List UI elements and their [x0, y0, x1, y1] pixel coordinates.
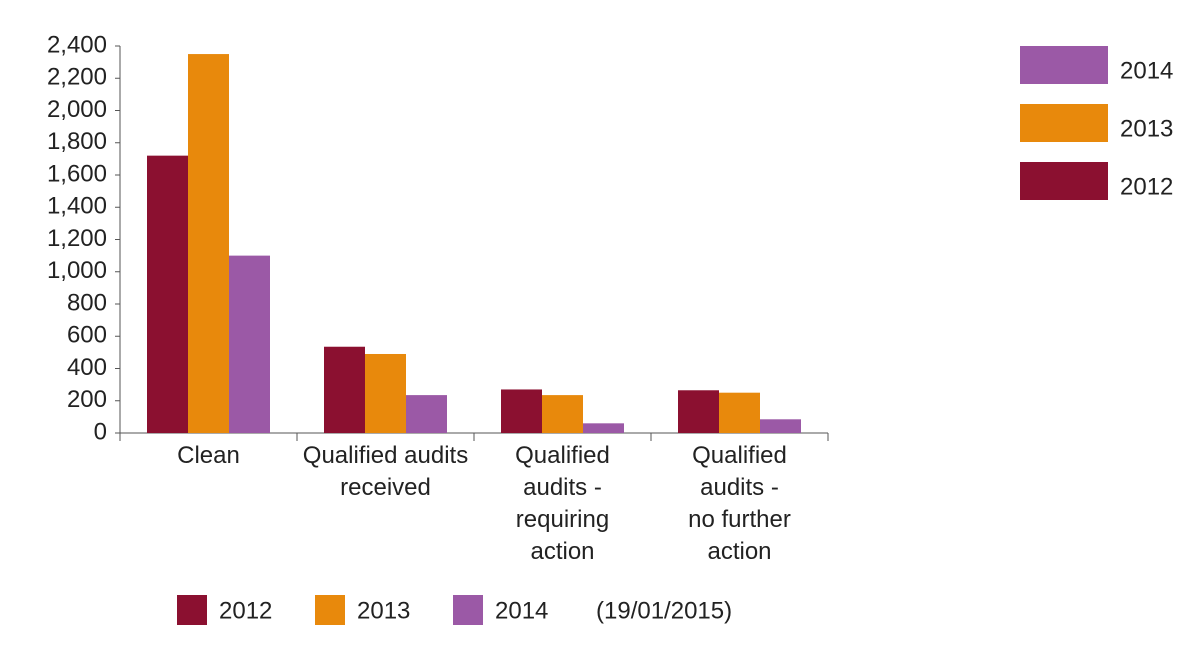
bar [324, 346, 365, 433]
legend-label: 2012 [219, 597, 272, 624]
bar [188, 54, 229, 433]
y-tick-label: 1,400 [47, 193, 107, 220]
y-tick-label: 400 [67, 354, 107, 381]
legend-label: 2013 [357, 597, 410, 624]
y-tick-label: 2,200 [47, 64, 107, 91]
y-tick-label: 2,000 [47, 96, 107, 123]
y-tick-label: 1,000 [47, 257, 107, 284]
bar [147, 155, 188, 433]
bar [501, 389, 542, 433]
y-tick-label: 1,200 [47, 225, 107, 252]
legend-swatch [177, 595, 207, 625]
legend-swatch [1020, 104, 1108, 142]
bar [760, 419, 801, 433]
y-tick-label: 1,800 [47, 128, 107, 155]
legend-label: 2012 [1120, 173, 1173, 200]
y-tick-label: 0 [94, 418, 107, 445]
legend-label: 2013 [1120, 115, 1173, 142]
bar [365, 353, 406, 433]
bar [678, 390, 719, 433]
y-tick-label: 800 [67, 289, 107, 316]
bar [542, 395, 583, 433]
bar [229, 255, 270, 433]
legend-note: (19/01/2015) [596, 597, 732, 624]
legend-label: 2014 [495, 597, 548, 624]
x-tick-label: Qualified audits received [302, 442, 469, 501]
x-tick-label: Qualified audits - requiring action [515, 442, 610, 565]
x-tick-label: Clean [177, 442, 240, 469]
y-tick-label: 1,600 [47, 160, 107, 187]
legend-swatch [315, 595, 345, 625]
legend-swatch [1020, 46, 1108, 84]
legend-label: 2014 [1120, 57, 1173, 84]
x-tick-label: Qualified audits - no further action [688, 442, 791, 565]
y-tick-label: 200 [67, 386, 107, 413]
y-tick-label: 2,400 [47, 31, 107, 58]
bar [719, 392, 760, 433]
bar [583, 423, 624, 433]
legend-swatch [1020, 162, 1108, 200]
legend-swatch [453, 595, 483, 625]
bar [406, 395, 447, 433]
y-tick-label: 600 [67, 322, 107, 349]
